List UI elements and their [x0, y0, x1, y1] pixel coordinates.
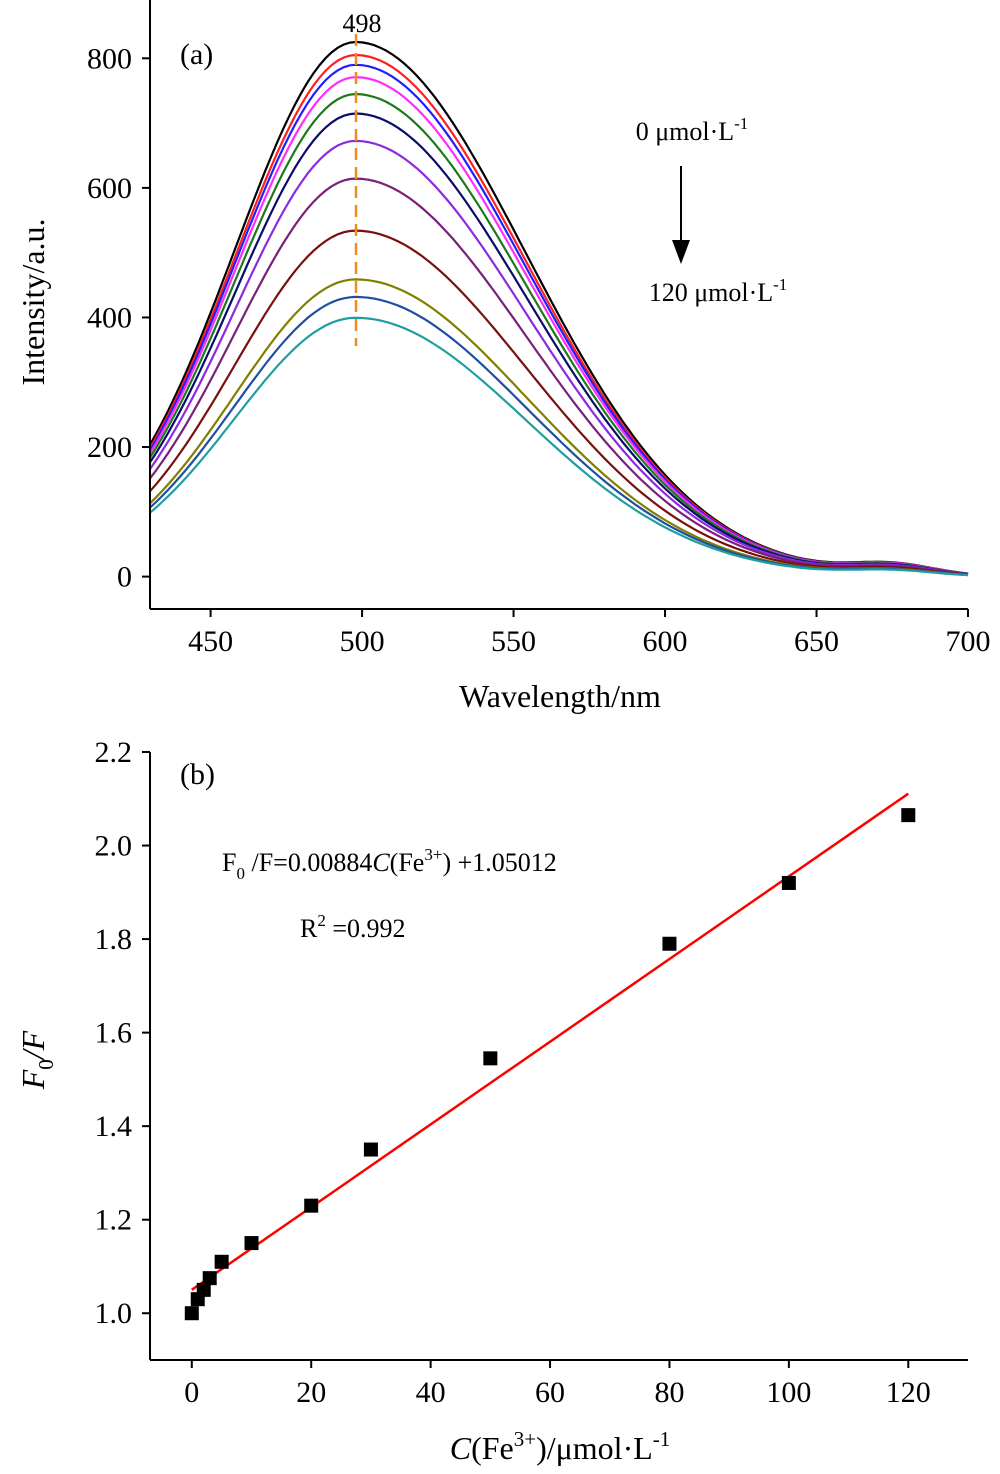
annotation-bottom: 120 μmol·L-1 [649, 275, 788, 307]
y-tick-label: 600 [87, 172, 132, 205]
data-point [196, 1282, 211, 1297]
x-tick-label: 550 [491, 625, 536, 658]
y-tick-label: 2.0 [95, 830, 133, 863]
y-tick-label: 400 [87, 301, 132, 334]
spectrum-curve-3 [149, 63, 969, 575]
x-tick-label: 20 [296, 1376, 326, 1409]
x-tick-label: 60 [535, 1376, 565, 1409]
data-points [184, 808, 916, 1321]
annotation-top: 0 μmol·L-1 [636, 114, 749, 146]
data-point [901, 808, 916, 823]
y-tick-label: 1.2 [95, 1204, 133, 1237]
data-point [202, 1271, 217, 1286]
data-point [483, 1051, 498, 1066]
y-tick-label: 1.8 [95, 923, 133, 956]
x-tick-label: 500 [340, 625, 385, 658]
x-tick-label: 100 [766, 1376, 811, 1409]
x-tick-label: 120 [886, 1376, 931, 1409]
panel-b: 0 20 40 60 80 100 120 1.0 1.2 1.4 1.6 1.8 2.0 2.2 (b)… [15, 736, 968, 1466]
panel-b-axes: 0 20 40 60 80 100 120 1.0 1.2 1.4 1.6 1.8 2.0 2.2 [95, 736, 968, 1409]
y-tick-label: 200 [87, 431, 132, 464]
data-point [214, 1254, 229, 1269]
spectrum-curve-1 [149, 40, 969, 575]
trend-arrow [672, 166, 690, 264]
data-point [184, 1306, 199, 1321]
plot-area [150, 752, 968, 1360]
panel-a-label: (a) [180, 38, 213, 71]
x-tick-label: 450 [188, 625, 233, 658]
panel-a-x-axis-label: Wavelength/nm [459, 678, 661, 714]
plot-area [150, 0, 968, 609]
r-squared: R2 =0.992 [300, 911, 406, 943]
data-point [363, 1142, 378, 1157]
spectrum-curve-8 [149, 177, 969, 576]
y-tick-label: 2.2 [95, 736, 133, 769]
x-tick-label: 600 [643, 625, 688, 658]
data-point [244, 1236, 259, 1251]
x-tick-label: 700 [946, 625, 991, 658]
spectrum-curve-7 [149, 139, 969, 576]
x-tick-label: 0 [184, 1376, 199, 1409]
data-point [781, 875, 796, 890]
emission-curves [149, 40, 969, 577]
peak-marker-label: 498 [343, 9, 382, 38]
x-tick-label: 80 [654, 1376, 684, 1409]
panel-a-axes: 450 500 550 600 650 700 0 200 400 600 800 [87, 0, 991, 658]
fit-equation: F0 /F=0.00884C(Fe3+) +1.05012 [222, 845, 557, 883]
panel-b-x-axis-label: C(Fe3+)/μmol·L-1 [450, 1427, 671, 1466]
y-tick-label: 800 [87, 42, 132, 75]
y-tick-label: 1.4 [95, 1110, 133, 1143]
y-tick-label: 1.6 [95, 1017, 133, 1050]
panel-b-y-axis-label: F0/F [15, 1030, 58, 1090]
data-point [662, 936, 677, 951]
x-tick-label: 40 [416, 1376, 446, 1409]
spectrum-curve-12 [149, 316, 969, 577]
y-tick-label: 0 [117, 561, 132, 594]
y-tick-label: 1.0 [95, 1297, 133, 1330]
panel-b-label: (b) [180, 758, 215, 791]
x-tick-label: 650 [794, 625, 839, 658]
panel-a-y-axis-label: Intensity/a.u. [15, 218, 51, 385]
spectrum-curve-11 [149, 295, 969, 577]
spectrum-curve-9 [149, 229, 969, 576]
data-point [304, 1198, 319, 1213]
